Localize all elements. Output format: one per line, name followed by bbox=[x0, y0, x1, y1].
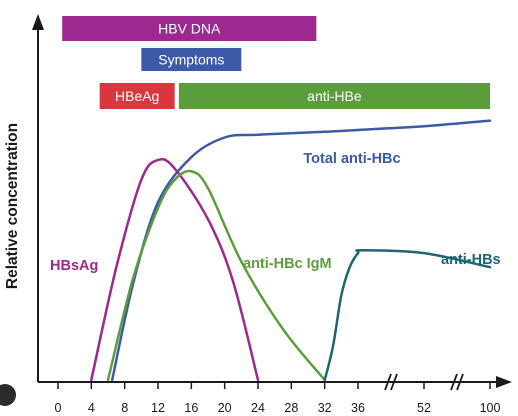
x-tick-label: 52 bbox=[417, 401, 431, 415]
x-tick-label: 4 bbox=[88, 401, 95, 415]
x-tick-label: 32 bbox=[318, 401, 332, 415]
symptoms-bar bbox=[141, 48, 242, 71]
symptoms-bar-label: Symptoms bbox=[158, 52, 224, 68]
axis-break-mark bbox=[390, 373, 398, 391]
x-tick-label: 20 bbox=[218, 401, 232, 415]
anti-hbc-igm-label: anti-HBc IgM bbox=[243, 256, 332, 272]
anti-hbe-bar-label: anti-HBe bbox=[307, 88, 362, 104]
y-axis-arrow bbox=[32, 14, 44, 30]
series-lines bbox=[90, 119, 492, 382]
axis-break-mark bbox=[384, 373, 392, 391]
x-tick-label: 100 bbox=[480, 401, 501, 415]
hbv-dna-bar bbox=[62, 16, 317, 41]
x-axis-arrow bbox=[496, 376, 512, 388]
axis-break-mark bbox=[450, 373, 458, 391]
timeline-bars: HBV DNA Symptoms HBeAg anti-HBe bbox=[62, 16, 491, 109]
anti-hbs-label: anti-HBs bbox=[441, 252, 501, 268]
hbsag-label: HBsAg bbox=[50, 258, 98, 274]
hbv-dna-bar-label: HBV DNA bbox=[158, 21, 221, 37]
x-tick-label: 36 bbox=[351, 401, 365, 415]
total-anti-hbc-label: Total anti-HBc bbox=[303, 151, 400, 167]
series-labels: Total anti-HBc HBsAg anti-HBc IgM anti-HBs bbox=[50, 151, 501, 274]
screenshot-edge-dot bbox=[0, 384, 16, 406]
total-anti-hbc-line bbox=[110, 119, 492, 382]
hbsag-line bbox=[90, 157, 260, 382]
axes bbox=[32, 14, 512, 388]
axis-breaks bbox=[384, 373, 464, 391]
y-axis-label: Relative concentration bbox=[4, 123, 21, 289]
anti-hbs-line bbox=[323, 249, 492, 382]
x-tick-label: 8 bbox=[121, 401, 128, 415]
x-tick-label: 12 bbox=[151, 401, 165, 415]
hbeag-bar-label: HBeAg bbox=[115, 88, 159, 104]
x-tick-label: 28 bbox=[284, 401, 298, 415]
axis-break-mark bbox=[456, 373, 464, 391]
anti-hbc-igm-line bbox=[106, 169, 326, 382]
x-tick-label: 24 bbox=[251, 401, 265, 415]
x-tick-label: 0 bbox=[55, 401, 62, 415]
hbeag-bar bbox=[99, 83, 175, 109]
x-ticks: 0 4 8 12 16 20 24 28 32 36 52 100 bbox=[55, 382, 501, 415]
x-tick-label: 16 bbox=[184, 401, 198, 415]
anti-hbe-bar bbox=[178, 83, 491, 109]
